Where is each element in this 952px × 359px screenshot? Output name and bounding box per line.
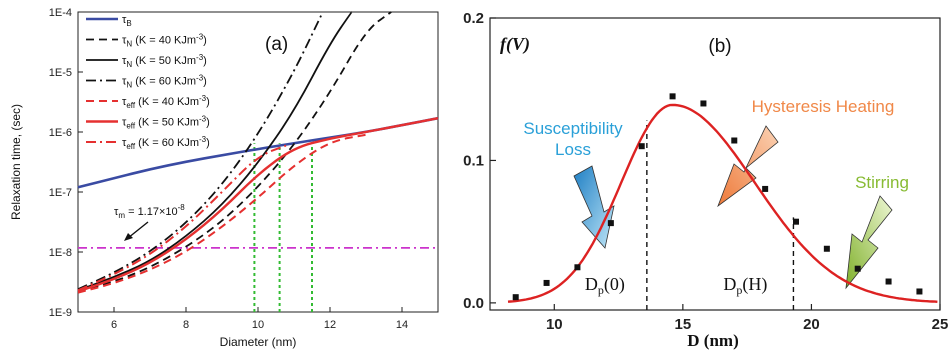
fit-curve-line — [507, 103, 938, 303]
data-point — [574, 264, 581, 271]
annotation-loss: Loss — [555, 140, 591, 159]
b-y-tick-label: 0.0 — [463, 295, 484, 312]
a-y-tick-label: 1E-9 — [49, 307, 72, 319]
a-legend-label-3: τN (K = 60 KJm-3) — [122, 74, 207, 90]
a-x-tick-label: 14 — [396, 319, 408, 331]
a-y-tick-label: 1E-6 — [49, 127, 72, 139]
annotation-stirring: Stirring — [855, 173, 909, 192]
a-y-tick-label: 1E-5 — [49, 67, 72, 79]
panel-b-ticks: 10 15 20 25 0.0 0.1 0.2 — [463, 10, 948, 333]
susceptibility-arrow-icon — [573, 165, 615, 249]
a-x-tick-label: 8 — [183, 319, 189, 331]
tau-m-annotation: τm = 1.17×10-8 — [114, 203, 185, 241]
panel-b-x-axis-label: D (nm) — [687, 331, 738, 350]
a-x-tick-label: 12 — [324, 319, 336, 331]
data-point — [793, 218, 799, 225]
b-x-tick-label: 25 — [932, 316, 949, 333]
tau-m-label: τm = 1.17×10-8 — [114, 203, 185, 220]
a-series-line-3 — [77, 11, 324, 291]
annotation-hysteresis: Hysteresis Heating — [752, 97, 895, 116]
a-legend-label-4: τeff (K = 40 KJm-3) — [122, 94, 210, 110]
dp-marker-label: Dp(0) — [585, 274, 625, 297]
data-point — [607, 220, 614, 227]
panel-a-legend: τB τN (K = 40 KJm-3) τN (K = 50 KJm-3) τN (… — [86, 14, 210, 151]
panel-b: 10 15 20 25 0.0 0.1 0.2 Dp(0) Dp(H) (b) f(V) D … — [463, 10, 948, 350]
a-legend-label-5: τeff (K = 50 KJm-3) — [122, 115, 210, 131]
panel-a-ticks: 6 8 10 12 14 1E-9 1E-8 1E-7 1E-6 1E-5 1E-4 — [49, 7, 408, 331]
panel-a-x-axis-label: Diameter (nm) — [220, 335, 297, 349]
data-point — [916, 288, 923, 295]
data-point — [512, 294, 519, 301]
panel-a-series — [77, 11, 439, 294]
fv-label: f(V) — [500, 34, 530, 55]
hysteresis-arrow-icon — [717, 125, 779, 208]
a-legend-label-2: τN (K = 50 KJm-3) — [122, 53, 207, 69]
data-point — [543, 279, 550, 286]
annotation-arrows — [573, 125, 893, 290]
tau-m-arrow-line — [127, 221, 149, 239]
data-point — [700, 100, 707, 107]
a-y-tick-label: 1E-8 — [49, 247, 72, 259]
b-x-tick-label: 20 — [803, 316, 820, 333]
a-legend-label-6: τeff (K = 60 KJm-3) — [122, 135, 210, 151]
data-point — [638, 143, 645, 150]
a-x-tick-label: 6 — [111, 319, 117, 331]
tau-m-arrow-head — [124, 233, 133, 241]
data-point — [731, 137, 738, 144]
panel-b-markers: Dp(0) Dp(H) — [585, 120, 795, 310]
stirring-arrow-icon — [845, 195, 893, 290]
panel-b-data-points — [512, 93, 923, 301]
panel-a-reference-lines — [78, 143, 438, 312]
a-legend-label-1: τN (K = 40 KJm-3) — [122, 33, 207, 49]
panel-b-frame — [489, 17, 941, 311]
panel-b-label: (b) — [708, 36, 731, 57]
data-point — [762, 185, 769, 192]
a-legend-label-0: τB — [122, 14, 132, 28]
a-y-tick-label: 1E-4 — [49, 7, 72, 19]
b-x-tick-label: 15 — [675, 316, 692, 333]
panel-a-label: (a) — [265, 34, 288, 55]
b-x-tick-label: 10 — [546, 316, 563, 333]
b-y-tick-label: 0.1 — [463, 152, 484, 169]
a-series-line-6 — [77, 144, 288, 292]
panel-a: 6 8 10 12 14 1E-9 1E-8 1E-7 1E-6 1E-5 1E-4 (a) Dia… — [9, 7, 439, 349]
a-x-tick-label: 10 — [252, 319, 264, 331]
a-series-line-4 — [77, 133, 367, 294]
b-y-tick-label: 0.2 — [463, 10, 484, 27]
a-series-line-5 — [77, 116, 439, 293]
data-point — [669, 93, 676, 100]
data-point — [823, 245, 830, 252]
a-series-line-2 — [77, 11, 353, 292]
data-point — [885, 278, 892, 285]
dp-marker-label: Dp(H) — [723, 274, 767, 297]
panel-a-y-axis-label: Relaxation time, (sec) — [9, 104, 23, 220]
annotation-susceptibility: Susceptibility — [523, 119, 623, 138]
a-y-tick-label: 1E-7 — [49, 187, 72, 199]
panel-b-fit-curve — [507, 103, 938, 303]
data-point — [854, 265, 861, 272]
a-series-line-1 — [77, 11, 392, 293]
